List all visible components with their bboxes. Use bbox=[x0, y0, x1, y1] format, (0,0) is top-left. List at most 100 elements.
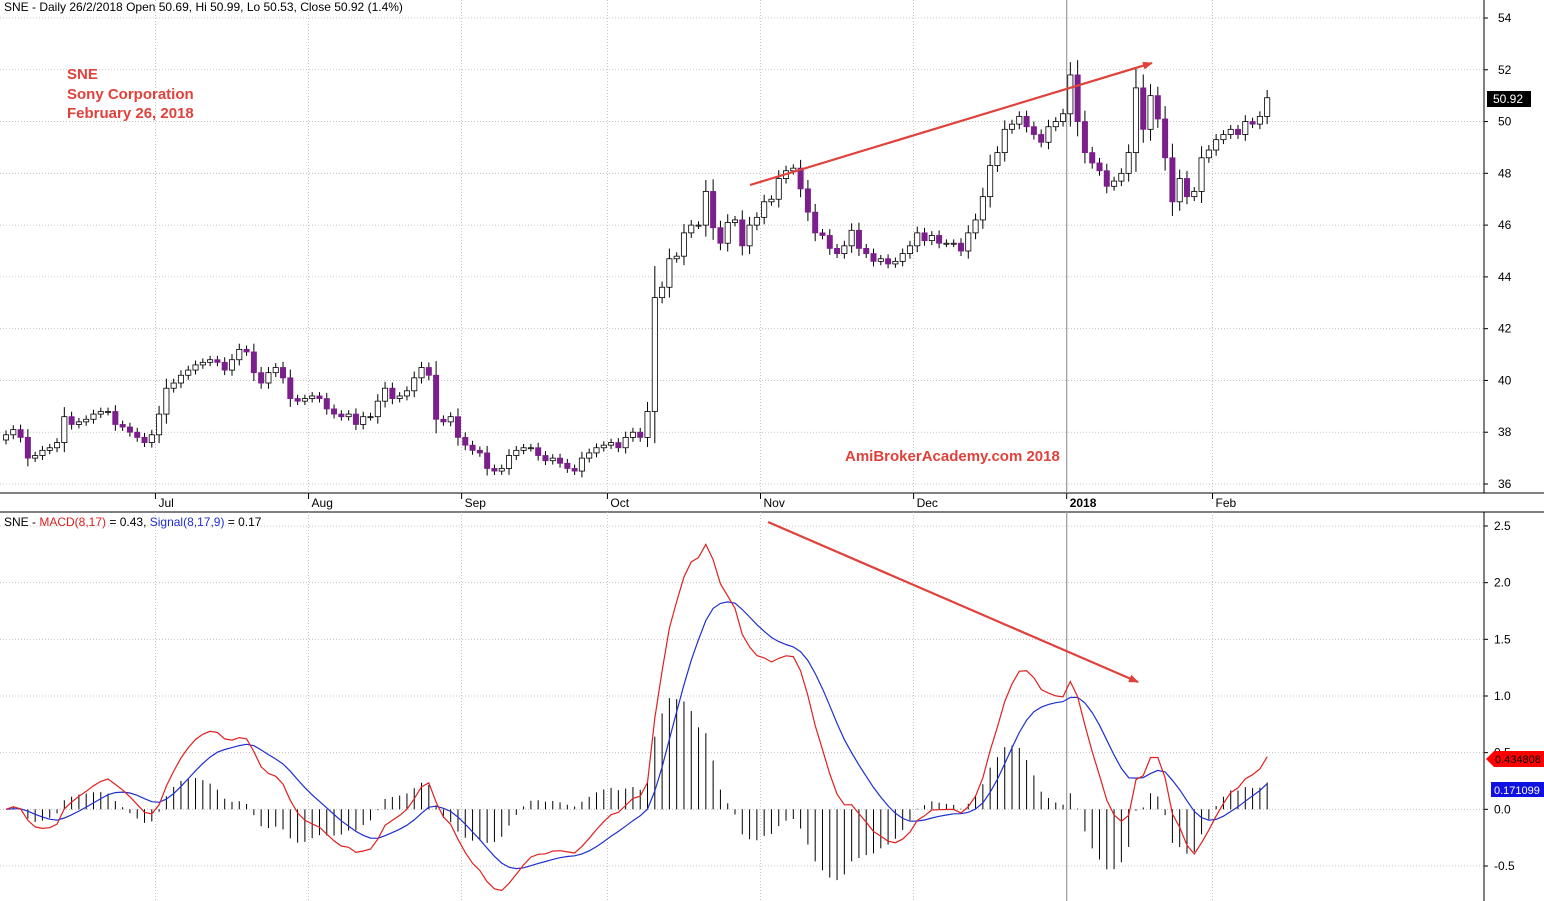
candlestick bbox=[1227, 124, 1234, 139]
signal-legend-label: Signal(8,17,9) bbox=[150, 515, 225, 529]
candle-body bbox=[513, 449, 520, 456]
candle-body bbox=[834, 248, 841, 254]
candlestick bbox=[834, 244, 841, 258]
company-label: Sony Corporation bbox=[67, 86, 194, 103]
candlestick bbox=[382, 381, 389, 408]
candlestick bbox=[1264, 89, 1271, 125]
candle-body bbox=[32, 455, 39, 459]
candle-body bbox=[1147, 95, 1154, 130]
candlestick bbox=[228, 354, 235, 376]
candle-body bbox=[97, 411, 104, 415]
candlestick bbox=[826, 229, 833, 255]
candlestick bbox=[221, 357, 228, 376]
candle-body bbox=[228, 359, 235, 371]
candle-body bbox=[1162, 118, 1169, 159]
candlestick bbox=[148, 429, 155, 448]
candle-body bbox=[1140, 87, 1147, 130]
candle-body bbox=[1213, 139, 1220, 151]
candlestick bbox=[564, 458, 571, 473]
candlestick bbox=[600, 441, 607, 452]
candlestick bbox=[39, 445, 46, 460]
price-tick-label: 54 bbox=[1498, 11, 1512, 25]
candle-body bbox=[732, 219, 739, 223]
candle-body bbox=[724, 222, 731, 244]
candle-body bbox=[316, 395, 323, 399]
candlestick bbox=[243, 345, 250, 356]
candle-body bbox=[571, 468, 578, 472]
candlestick bbox=[141, 432, 148, 447]
candle-body bbox=[214, 359, 221, 363]
x-tick-label: Sep bbox=[465, 496, 487, 510]
candlestick bbox=[345, 410, 352, 421]
candlestick bbox=[389, 382, 396, 405]
candle-body bbox=[207, 359, 214, 363]
candle-body bbox=[1176, 178, 1183, 203]
candle-body bbox=[1074, 74, 1081, 122]
candle-body bbox=[192, 364, 199, 371]
macd-tick-label: 2.5 bbox=[1494, 519, 1511, 533]
macd-histogram bbox=[12, 698, 1268, 881]
candlestick bbox=[1154, 86, 1161, 128]
candlestick bbox=[185, 365, 192, 380]
candle-body bbox=[491, 468, 498, 472]
candle-body bbox=[287, 377, 294, 399]
candle-body bbox=[433, 374, 440, 420]
candlestick bbox=[943, 239, 950, 248]
candlestick bbox=[936, 230, 943, 249]
candle-body bbox=[309, 395, 316, 399]
candle-body bbox=[272, 367, 279, 374]
candlestick bbox=[1067, 62, 1074, 127]
candlestick bbox=[702, 179, 709, 237]
candlestick bbox=[950, 239, 957, 248]
candle-body bbox=[134, 431, 141, 438]
candlestick bbox=[1169, 143, 1176, 216]
candle-body bbox=[425, 367, 432, 376]
candlestick bbox=[97, 407, 104, 418]
signal-line bbox=[5, 601, 1268, 870]
candle-body bbox=[542, 455, 549, 462]
candle-body bbox=[1067, 74, 1074, 115]
candlestick bbox=[1235, 124, 1242, 139]
candlestick bbox=[746, 216, 753, 255]
candle-body bbox=[855, 229, 862, 249]
candle-body bbox=[680, 232, 687, 257]
candlestick bbox=[877, 254, 884, 266]
candle-body bbox=[367, 416, 374, 419]
candlestick bbox=[855, 222, 862, 257]
candle-body bbox=[1235, 128, 1242, 135]
candlestick bbox=[1198, 146, 1205, 203]
candle-body bbox=[1183, 178, 1190, 198]
candlestick bbox=[447, 412, 454, 427]
candle-body bbox=[702, 191, 709, 226]
candlestick bbox=[126, 422, 133, 437]
macd-value-tag: 0.434808 bbox=[1495, 754, 1541, 766]
candle-body bbox=[1125, 152, 1132, 174]
candlestick bbox=[1140, 74, 1147, 143]
candlestick bbox=[629, 427, 636, 442]
candle-body bbox=[564, 462, 571, 469]
candlestick bbox=[309, 392, 316, 403]
candlestick bbox=[3, 430, 9, 445]
candlestick bbox=[163, 378, 170, 424]
candle-body bbox=[389, 387, 396, 399]
macd-y-axis: -0.50.00.51.01.52.02.5 bbox=[1484, 519, 1515, 873]
candlestick bbox=[593, 443, 600, 458]
candlestick bbox=[75, 417, 82, 429]
candlestick bbox=[804, 179, 811, 222]
candle-body bbox=[659, 286, 666, 299]
candle-body bbox=[105, 411, 112, 413]
price-tick-label: 36 bbox=[1498, 477, 1512, 491]
candlestick bbox=[214, 355, 221, 367]
candlestick bbox=[498, 464, 505, 475]
candlestick bbox=[899, 248, 906, 267]
candle-body bbox=[804, 188, 811, 213]
candlestick bbox=[1162, 106, 1169, 171]
candle-body bbox=[1118, 172, 1125, 182]
candlestick bbox=[885, 254, 892, 269]
candle-body bbox=[1111, 180, 1118, 187]
price-tick-label: 50 bbox=[1498, 115, 1512, 129]
candlestick bbox=[1052, 117, 1059, 132]
candlestick bbox=[425, 362, 432, 381]
candle-body bbox=[1089, 152, 1096, 164]
